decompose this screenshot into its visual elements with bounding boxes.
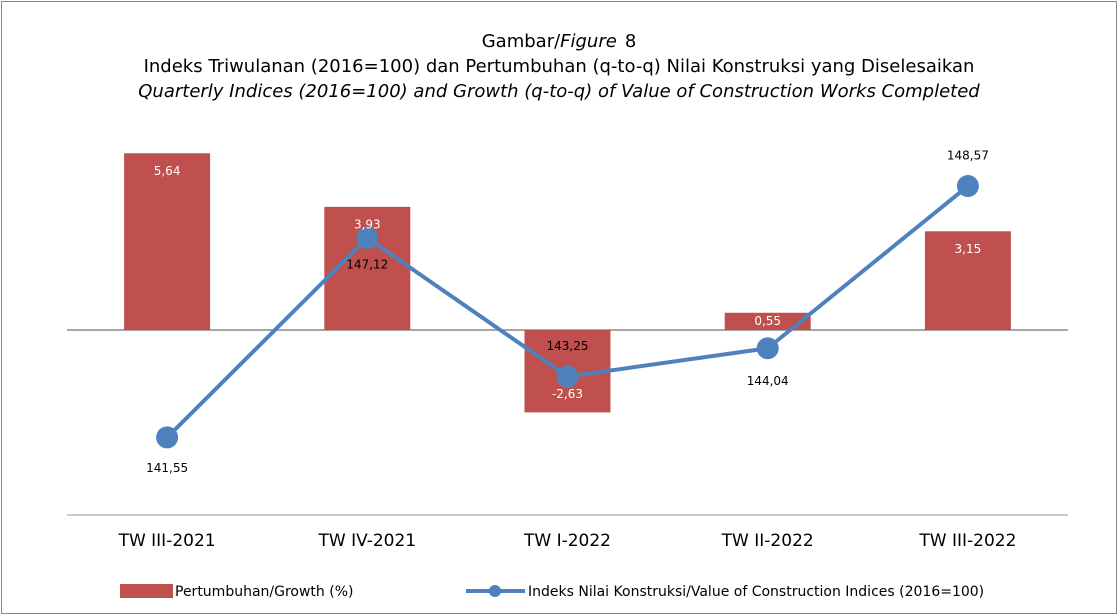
line-point (156, 426, 179, 449)
x-tick-label: TW I-2022 (523, 531, 611, 551)
line-point (956, 175, 979, 198)
x-tick-label: TW III-2022 (918, 531, 1016, 551)
line-label: 148,57 (947, 149, 989, 163)
chart-subtitle: Indeks Triwulanan (2016=100) dan Pertumb… (144, 56, 975, 77)
legend-label: Indeks Nilai Konstruksi/Value of Constru… (528, 584, 984, 600)
line-label: 143,25 (547, 339, 589, 353)
bar-label: 0,55 (754, 314, 781, 328)
bar (924, 231, 1011, 330)
legend-swatch (120, 584, 173, 598)
bar (124, 153, 211, 330)
line-label: 144,04 (747, 374, 789, 388)
legend-label: Pertumbuhan/Growth (%) (175, 584, 353, 600)
line-point (356, 226, 379, 249)
line-point (756, 337, 779, 360)
bar-label: 5,64 (154, 164, 181, 178)
line-label: 141,55 (146, 461, 188, 475)
bar-label: 3,15 (955, 242, 982, 256)
line-point (556, 365, 579, 388)
x-tick-label: TW IV-2021 (317, 531, 416, 551)
legend-swatch (489, 585, 501, 597)
bar-label: 3,93 (354, 217, 381, 231)
x-tick-label: TW III-2021 (118, 531, 216, 551)
x-tick-label: TW II-2022 (721, 531, 814, 551)
bar-label: -2,63 (552, 387, 583, 401)
chart-subtitle-en: Quarterly Indices (2016=100) and Growth … (138, 81, 980, 102)
chart-title: Gambar/Figure 8 (482, 31, 637, 52)
bar (724, 312, 811, 330)
line-label: 147,12 (346, 257, 388, 271)
